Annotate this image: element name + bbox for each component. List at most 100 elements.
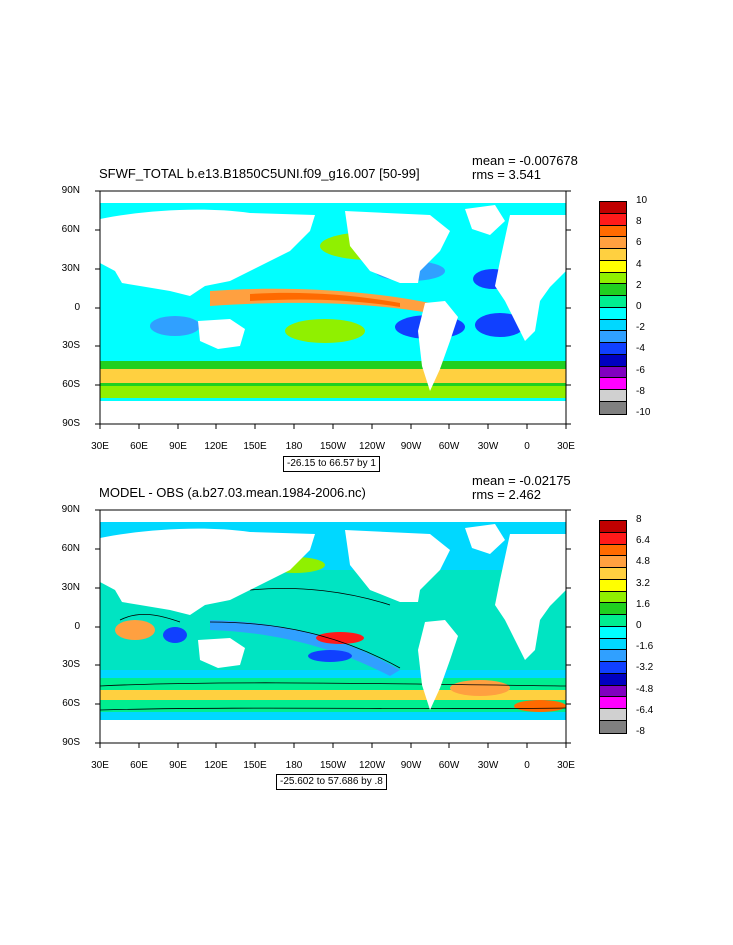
tick-marks xyxy=(95,190,571,429)
tick-marks xyxy=(95,509,571,748)
colorbar-label: 8 xyxy=(636,514,642,525)
lon-label: 60E xyxy=(130,441,148,452)
lon-label: 90W xyxy=(400,441,422,452)
colorbar-swatch xyxy=(600,579,626,592)
colorbar-label: -2 xyxy=(636,322,645,334)
colorbar-swatch xyxy=(600,225,626,238)
lat-label: 90S xyxy=(62,737,80,748)
colorbar-label: 10 xyxy=(636,195,648,206)
lat-label: 60S xyxy=(62,379,80,390)
colorbar-swatch xyxy=(600,378,626,391)
colorbar-swatch xyxy=(600,709,626,722)
lat-label: 30S xyxy=(62,659,80,670)
colorbar-swatch xyxy=(600,673,626,686)
colorbar-label: 3.2 xyxy=(636,577,650,589)
lat-label: 90S xyxy=(62,418,80,429)
colorbar-swatch xyxy=(600,331,626,344)
colorbar-swatch xyxy=(600,260,626,273)
colorbar-swatch xyxy=(600,237,626,250)
colorbar-swatch xyxy=(600,556,626,569)
colorbar-label: -6 xyxy=(636,364,645,376)
colorbar-swatch xyxy=(600,366,626,379)
lon-label: 30E xyxy=(557,760,575,771)
map-frame xyxy=(95,509,571,748)
mean-value: mean = -0.007678 xyxy=(472,153,578,168)
colorbar xyxy=(599,520,627,734)
colorbar xyxy=(599,201,627,415)
lon-label: 60W xyxy=(438,760,460,771)
lon-label: 30E xyxy=(557,441,575,452)
panel-title: SFWF_TOTAL b.e13.B1850C5UNI.f09_g16.007 … xyxy=(99,166,420,181)
rms-value: rms = 2.462 xyxy=(472,487,542,502)
colorbar-swatch xyxy=(600,307,626,320)
lon-label: 30E xyxy=(91,441,109,452)
lat-label: 60N xyxy=(61,543,80,554)
lat-label: 0 xyxy=(74,302,80,313)
colorbar-label: -10 xyxy=(636,407,651,418)
lon-label: 30W xyxy=(477,441,499,452)
lon-label: 120E xyxy=(204,760,228,771)
colorbar-swatch xyxy=(600,390,626,403)
map-plot xyxy=(100,191,566,424)
colorbar-label: -8 xyxy=(636,385,645,397)
colorbar-label: 0 xyxy=(636,301,642,312)
land-mask xyxy=(100,191,566,424)
lon-label: 120E xyxy=(204,441,228,452)
colorbar-swatch xyxy=(600,213,626,226)
colorbar-swatch xyxy=(600,626,626,639)
land-mask xyxy=(100,510,566,743)
lon-label: 120W xyxy=(358,760,386,771)
colorbar-label: 6.4 xyxy=(636,535,650,547)
colorbar-label: 8 xyxy=(636,216,642,228)
lon-label: 30W xyxy=(477,760,499,771)
contour-range-label: -25.602 to 57.686 by .8 xyxy=(276,774,387,790)
lat-label: 60S xyxy=(62,698,80,709)
rms-value: rms = 3.541 xyxy=(472,167,542,182)
mean-value: mean = -0.02175 xyxy=(472,473,571,488)
colorbar-swatch xyxy=(600,568,626,580)
lon-label: 150W xyxy=(319,441,347,452)
map-frame xyxy=(95,190,571,429)
colorbar-swatch xyxy=(600,402,626,414)
colorbar-label: -4 xyxy=(636,343,645,355)
lon-label: 0 xyxy=(524,441,530,452)
colorbar-swatch xyxy=(600,615,626,627)
colorbar-swatch xyxy=(600,202,626,214)
colorbar-swatch xyxy=(600,521,626,533)
colorbar-swatch xyxy=(600,721,626,733)
colorbar-swatch xyxy=(600,685,626,698)
colorbar-swatch xyxy=(600,544,626,557)
lat-label: 0 xyxy=(74,621,80,632)
colorbar-label: -8 xyxy=(636,726,645,737)
lon-label: 90W xyxy=(400,760,422,771)
contour-range-label: -26.15 to 66.57 by 1 xyxy=(283,456,380,472)
colorbar-swatch xyxy=(600,249,626,261)
colorbar-swatch xyxy=(600,662,626,674)
colorbar-swatch xyxy=(600,284,626,297)
lat-label: 90N xyxy=(61,504,80,515)
colorbar-label: 4.8 xyxy=(636,556,650,568)
lon-label: 150E xyxy=(243,760,267,771)
colorbar-label: 2 xyxy=(636,279,642,291)
lat-label: 90N xyxy=(61,185,80,196)
lon-label: 90E xyxy=(169,760,187,771)
lon-label: 90E xyxy=(169,441,187,452)
lat-label: 30S xyxy=(62,340,80,351)
colorbar-swatch xyxy=(600,532,626,545)
lat-label: 30N xyxy=(61,582,80,593)
lon-label: 0 xyxy=(524,760,530,771)
colorbar-label: 4 xyxy=(636,258,642,270)
colorbar-swatch xyxy=(600,591,626,604)
panel-title: MODEL - OBS (a.b27.03.mean.1984-2006.nc) xyxy=(99,485,366,500)
colorbar-swatch xyxy=(600,603,626,616)
colorbar-swatch xyxy=(600,272,626,285)
lon-label: 150E xyxy=(243,441,267,452)
lat-label: 30N xyxy=(61,263,80,274)
colorbar-label: 0 xyxy=(636,620,642,631)
colorbar-label: -4.8 xyxy=(636,683,654,695)
lon-label: 150W xyxy=(319,760,347,771)
lat-label: 60N xyxy=(61,224,80,235)
lon-label: 180 xyxy=(285,760,303,771)
colorbar-label: 1.6 xyxy=(636,598,650,610)
colorbar-swatch xyxy=(600,638,626,651)
